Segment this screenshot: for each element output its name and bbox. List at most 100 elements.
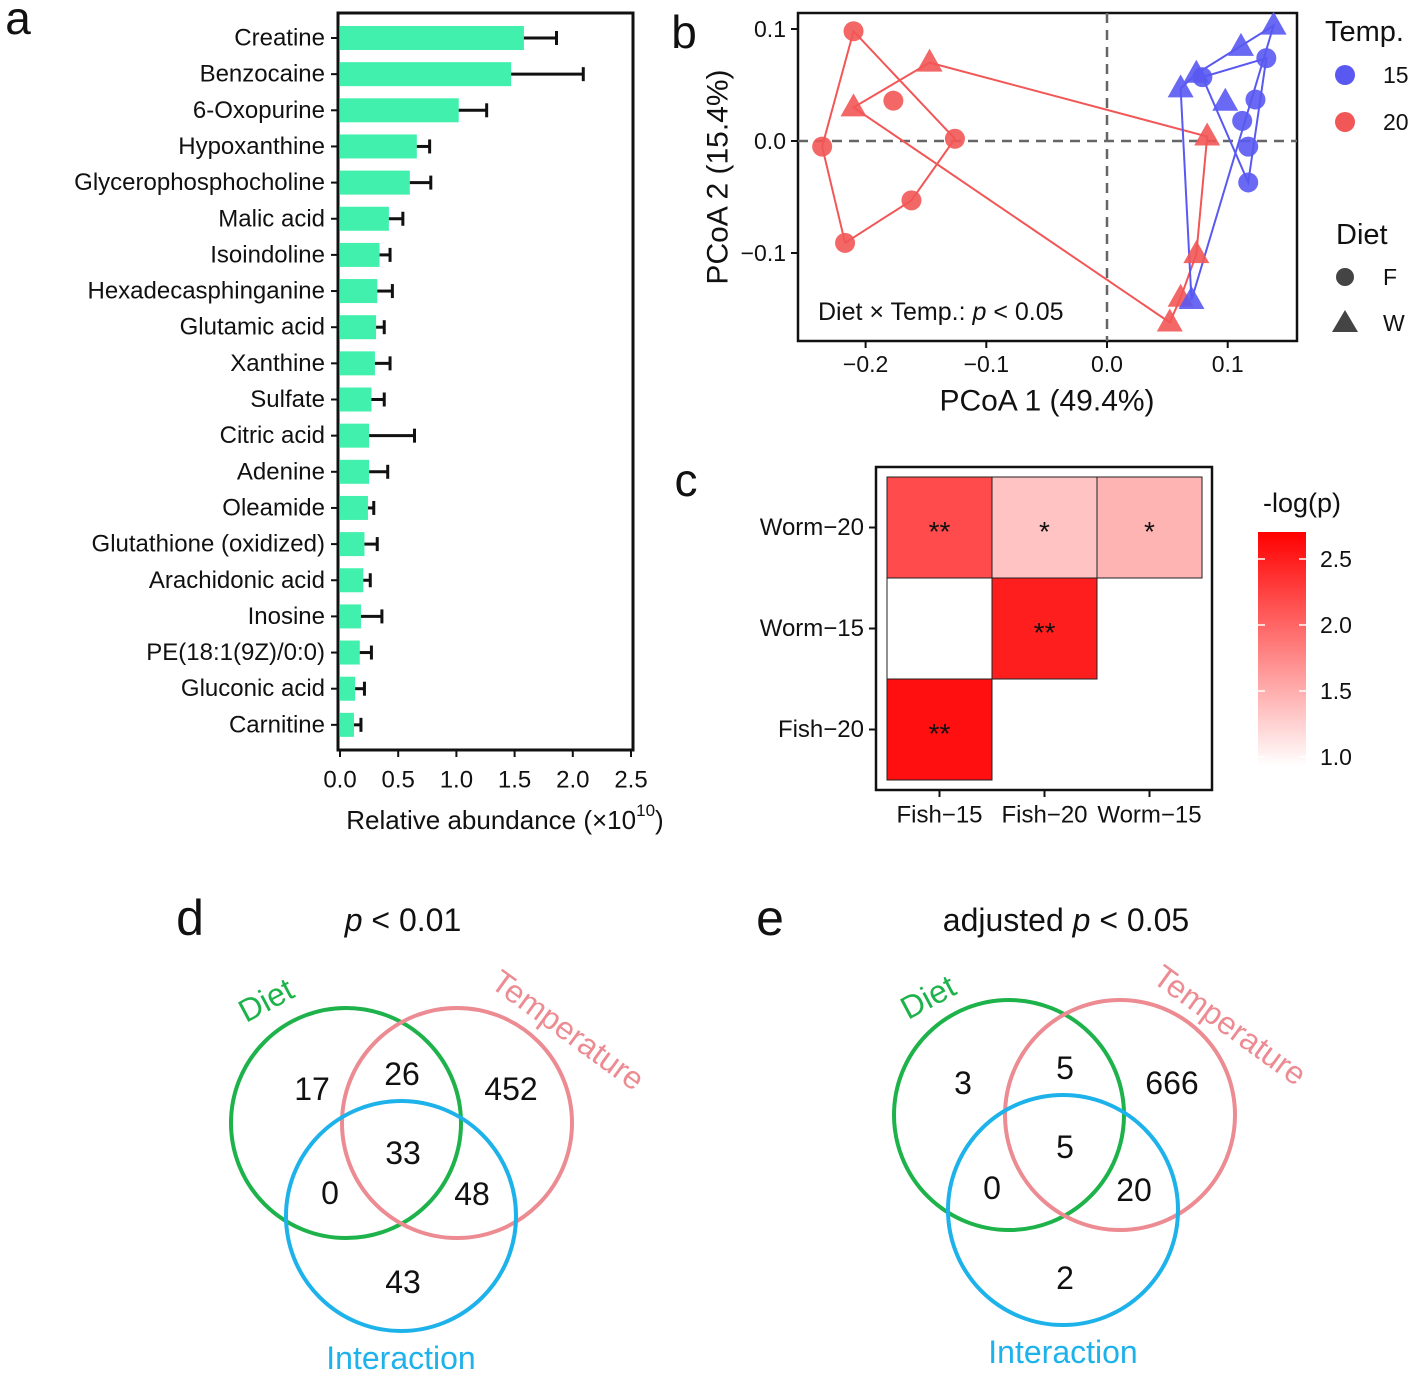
colorbar-tick-label: 1.0 (1320, 744, 1352, 770)
y-tick-label: Hexadecasphinganine (87, 278, 325, 305)
bar (340, 604, 361, 629)
y-tick-label: Sulfate (250, 386, 325, 413)
x-axis-label: PCoA 1 (49.4%) (939, 385, 1154, 418)
x-axis-label-text: Relative abundance (×10 (346, 805, 636, 835)
x-tick-label: 1.0 (440, 767, 473, 794)
legend-circle-icon (1335, 65, 1355, 85)
venn-count-temp-inter: 20 (1116, 1172, 1152, 1208)
x-tick-label: 0.0 (1091, 351, 1123, 377)
venn-circle-interaction (946, 1093, 1180, 1327)
panel-letter-e: e (756, 890, 784, 946)
heatmap-cell (991, 577, 1098, 680)
venn-count-diet-only: 3 (954, 1065, 972, 1101)
point-triangle (1212, 87, 1239, 111)
bar (340, 640, 360, 665)
y-tick-label: −0.1 (741, 240, 786, 266)
venn-count-temp-inter: 48 (454, 1176, 490, 1212)
bar (340, 459, 370, 484)
y-tick-label: Citric acid (220, 422, 325, 449)
venn-title-pre: adjusted (943, 902, 1073, 938)
y-tick-label: Isoindoline (210, 241, 325, 268)
point-triangle (1194, 122, 1221, 146)
venn-circle-temperature (340, 1006, 574, 1240)
point-circle (843, 21, 864, 42)
bar (340, 26, 524, 50)
point-triangle (1178, 286, 1205, 310)
venn-count-temp-only: 452 (484, 1071, 537, 1107)
venn-circle-temperature (1003, 998, 1237, 1232)
row-label: Fish−20 (778, 716, 864, 743)
y-tick-label: Glutamic acid (180, 314, 325, 341)
point-circle (1238, 172, 1259, 193)
y-tick-label: Malic acid (218, 205, 325, 232)
plot-b-frame (796, 11, 1299, 343)
point-triangle (1227, 32, 1254, 56)
point-triangle (840, 93, 867, 117)
point-triangle (916, 48, 943, 72)
colorbar-tick-label: 2.0 (1320, 612, 1352, 638)
bar (340, 62, 512, 87)
point-circle (1256, 48, 1277, 69)
significance-stars: ** (929, 718, 951, 749)
point-triangle (1183, 240, 1210, 264)
point-circle (812, 136, 833, 157)
heatmap-cell (1096, 476, 1203, 579)
point-circle (883, 90, 904, 111)
bar (340, 532, 365, 557)
x-axis-label-sup: 10 (636, 801, 655, 820)
venn-count-diet-inter: 0 (321, 1175, 339, 1211)
y-tick-label: Xanthine (230, 350, 325, 377)
y-tick-label: PE(18:1(9Z)/0:0) (146, 639, 325, 666)
annotation-text: Diet × Temp.: (818, 298, 972, 326)
heatmap-cell (991, 476, 1098, 579)
y-tick-label: 6-Oxopurine (193, 97, 325, 124)
venn-count-diet-only: 17 (294, 1071, 330, 1107)
point-circle (1238, 136, 1259, 157)
bar (340, 242, 380, 267)
point-circle (944, 128, 965, 149)
hull-F-15 (1200, 56, 1268, 187)
y-tick-label: Adenine (237, 458, 325, 485)
point-triangle (1167, 74, 1194, 98)
col-label: Worm−15 (1097, 802, 1201, 829)
bar (340, 170, 410, 195)
bar (340, 568, 364, 593)
row-label: Worm−15 (760, 615, 864, 642)
venn-circle-interaction (284, 1099, 518, 1333)
x-tick-label: 0.5 (382, 767, 415, 794)
heatmap-cell-empty (886, 577, 993, 680)
y-axis-label: PCoA 2 (15.4%) (702, 69, 735, 284)
legend-label-15: 15 (1383, 62, 1409, 88)
significance-stars: * (1039, 516, 1050, 547)
colorbar-tick-label: 2.5 (1320, 546, 1352, 572)
bar (340, 351, 375, 376)
x-axis-label-end: ) (655, 805, 664, 835)
venn-circle-diet (892, 998, 1126, 1232)
x-tick-label: 2.5 (614, 767, 647, 794)
point-circle (835, 232, 856, 253)
venn-count-diet-temp: 5 (1056, 1050, 1074, 1086)
point-circle (1232, 110, 1253, 131)
bar (340, 495, 368, 520)
col-label: Fish−20 (1001, 802, 1087, 829)
y-tick-label: Hypoxanthine (178, 133, 325, 160)
bar (340, 134, 417, 159)
venn-count-diet-temp: 26 (384, 1056, 420, 1092)
colorbar-tick-label: 1.5 (1320, 678, 1352, 704)
significance-stars: * (1144, 516, 1155, 547)
y-tick-label: 0.0 (754, 128, 786, 154)
significance-stars: ** (929, 516, 951, 547)
significance-stars: ** (1034, 617, 1056, 648)
annotation: Diet × Temp.: p < 0.05 (818, 298, 1064, 326)
venn-title-rest: < 0.05 (1090, 902, 1189, 938)
colorbar-title: -log(p) (1263, 488, 1341, 518)
bar (340, 676, 356, 701)
row-label: Worm−20 (760, 514, 864, 541)
x-tick-label: 0.1 (1212, 351, 1244, 377)
venn-count-inter-only: 2 (1056, 1260, 1074, 1296)
venn-count-all: 33 (385, 1135, 421, 1171)
y-tick-label: 0.1 (754, 16, 786, 42)
annotation-rest: < 0.05 (986, 298, 1063, 326)
bar (340, 423, 370, 448)
x-tick-label: −0.1 (964, 351, 1009, 377)
